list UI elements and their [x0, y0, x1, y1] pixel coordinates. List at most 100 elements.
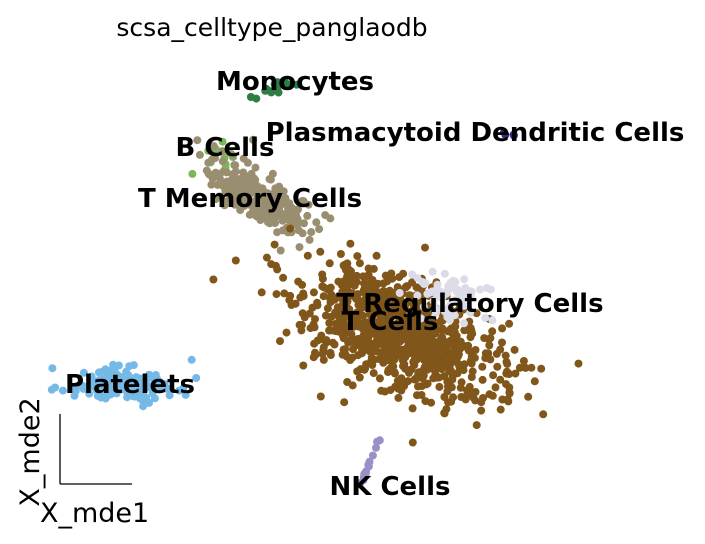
cell-point — [273, 228, 281, 236]
cell-point — [294, 278, 302, 286]
cell-point — [460, 275, 468, 283]
cell-point — [354, 351, 362, 359]
cell-point — [372, 341, 380, 349]
cell-point — [431, 338, 439, 346]
cell-point — [343, 353, 351, 361]
cell-point — [405, 369, 413, 377]
cell-point — [337, 250, 345, 258]
cell-point — [473, 421, 481, 429]
cell-point — [369, 276, 377, 284]
cell-point — [313, 301, 321, 309]
cell-point — [320, 356, 328, 364]
cell-point — [311, 349, 319, 357]
cell-point — [360, 280, 368, 288]
cell-point — [376, 436, 384, 444]
cell-point — [402, 378, 410, 386]
cluster-label-5: T Regulatory Cells — [336, 289, 603, 319]
cell-point — [478, 363, 486, 371]
cell-point — [453, 358, 461, 366]
cell-point — [465, 327, 473, 335]
cell-point — [414, 382, 422, 390]
cell-point — [332, 320, 340, 328]
cell-point — [299, 309, 307, 317]
cell-point — [520, 357, 528, 365]
cell-point — [361, 338, 369, 346]
cell-point — [502, 352, 510, 360]
cell-point — [419, 367, 427, 375]
cell-point — [383, 277, 391, 285]
cell-point — [307, 228, 315, 236]
cell-point — [296, 243, 304, 251]
cell-point — [328, 326, 336, 334]
cell-point — [273, 265, 281, 273]
cell-point — [429, 268, 437, 276]
cell-point — [258, 288, 266, 296]
cell-point — [310, 320, 318, 328]
cell-point — [441, 270, 449, 278]
cell-point — [232, 167, 240, 175]
cell-point — [319, 275, 327, 283]
cell-point — [485, 341, 493, 349]
cell-point — [261, 215, 269, 223]
cell-point — [427, 399, 435, 407]
cell-point — [338, 281, 346, 289]
cell-point — [471, 396, 479, 404]
cell-point — [511, 346, 519, 354]
cell-point — [468, 359, 476, 367]
cell-point — [384, 356, 392, 364]
cell-point — [432, 365, 440, 373]
cell-point — [453, 342, 461, 350]
cell-point — [299, 362, 307, 370]
cell-point — [444, 352, 452, 360]
cell-point — [331, 341, 339, 349]
cell-point — [362, 360, 370, 368]
cell-point — [393, 339, 401, 347]
cell-point — [276, 337, 284, 345]
cell-point — [516, 364, 524, 372]
cell-point — [283, 329, 291, 337]
cell-point — [399, 362, 407, 370]
cell-point — [344, 265, 352, 273]
cell-point — [397, 387, 405, 395]
cell-point — [384, 368, 392, 376]
cell-point — [492, 383, 500, 391]
cluster-label-6: Platelets — [65, 370, 195, 400]
cell-point — [498, 396, 506, 404]
cell-point — [346, 240, 354, 248]
cell-point — [451, 278, 459, 286]
cell-point — [304, 252, 312, 260]
cell-point — [438, 344, 446, 352]
cell-point — [468, 389, 476, 397]
cell-point — [493, 363, 501, 371]
cell-point — [539, 410, 547, 418]
cell-point — [423, 345, 431, 353]
cell-point — [263, 254, 271, 262]
cell-point — [359, 272, 367, 280]
cell-point — [462, 395, 470, 403]
cell-point — [51, 384, 59, 392]
cell-point — [444, 398, 452, 406]
cell-point — [340, 398, 348, 406]
cluster-label-0: Monocytes — [216, 67, 374, 97]
cell-point — [455, 350, 463, 358]
cell-point — [376, 374, 384, 382]
cell-point — [451, 323, 459, 331]
cell-point — [531, 377, 539, 385]
cell-point — [288, 301, 296, 309]
axis-indicator: X_mde1 X_mde2 — [15, 397, 149, 529]
cell-point — [503, 360, 511, 368]
cell-point — [479, 394, 487, 402]
cell-point — [223, 168, 231, 176]
cell-point — [310, 288, 318, 296]
cell-point — [267, 176, 275, 184]
cell-point — [460, 319, 468, 327]
cluster-label-7: NK Cells — [330, 472, 451, 502]
cell-point — [349, 280, 357, 288]
cell-point — [322, 336, 330, 344]
cell-point — [498, 339, 506, 347]
cell-point — [317, 393, 325, 401]
cluster-label-2: B Cells — [176, 133, 275, 163]
cell-point — [413, 374, 421, 382]
cell-point — [370, 265, 378, 273]
cell-point — [312, 218, 320, 226]
